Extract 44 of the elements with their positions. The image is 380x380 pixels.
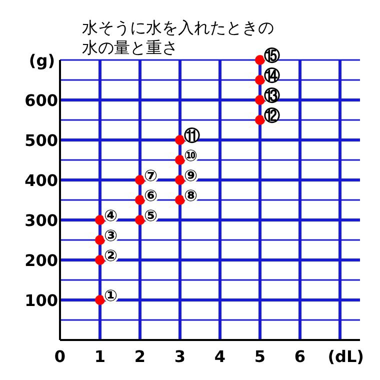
text: ⑤ [144, 206, 158, 225]
y-axis-title: (g) [28, 51, 55, 70]
y-tick-label: 600 [24, 91, 58, 110]
point [135, 175, 145, 185]
text: ① [104, 286, 118, 305]
text: ④ [104, 206, 118, 225]
y-tick-label: 300 [24, 211, 58, 230]
y-tick-label: 400 [24, 171, 58, 190]
y-tick-label: 100 [24, 291, 58, 310]
point [175, 195, 185, 205]
x-axis-title: (dL) [328, 347, 364, 366]
x-tick-label: 1 [94, 347, 106, 366]
point [95, 235, 105, 245]
x-tick-label: 6 [294, 347, 306, 366]
text: ⑥ [144, 186, 158, 205]
point [95, 215, 105, 225]
x-tick-label: 2 [134, 347, 146, 366]
point [255, 115, 265, 125]
point [135, 215, 145, 225]
y-tick-label: 500 [24, 131, 58, 150]
point [255, 95, 265, 105]
x-tick-label: 0 [54, 347, 66, 366]
y-tick-label: 200 [24, 251, 58, 270]
point [95, 295, 105, 305]
point [255, 75, 265, 85]
text: ② [104, 246, 118, 265]
x-tick-label: 4 [214, 347, 226, 366]
point [175, 135, 185, 145]
text: ⑨ [184, 166, 198, 185]
text: ③ [104, 226, 118, 245]
point [175, 155, 185, 165]
text: ⑦ [144, 166, 158, 185]
text: ⑬ [264, 86, 280, 105]
text: ⑩ [184, 146, 198, 165]
x-tick-label: 3 [174, 347, 186, 366]
point [255, 55, 265, 65]
x-tick-label: 5 [254, 347, 266, 366]
text: ⑧ [184, 186, 198, 205]
point [135, 195, 145, 205]
point [95, 255, 105, 265]
text: ⑫ [264, 106, 280, 125]
text: ⑭ [264, 66, 280, 85]
point [175, 175, 185, 185]
text: ⑪ [184, 126, 200, 145]
